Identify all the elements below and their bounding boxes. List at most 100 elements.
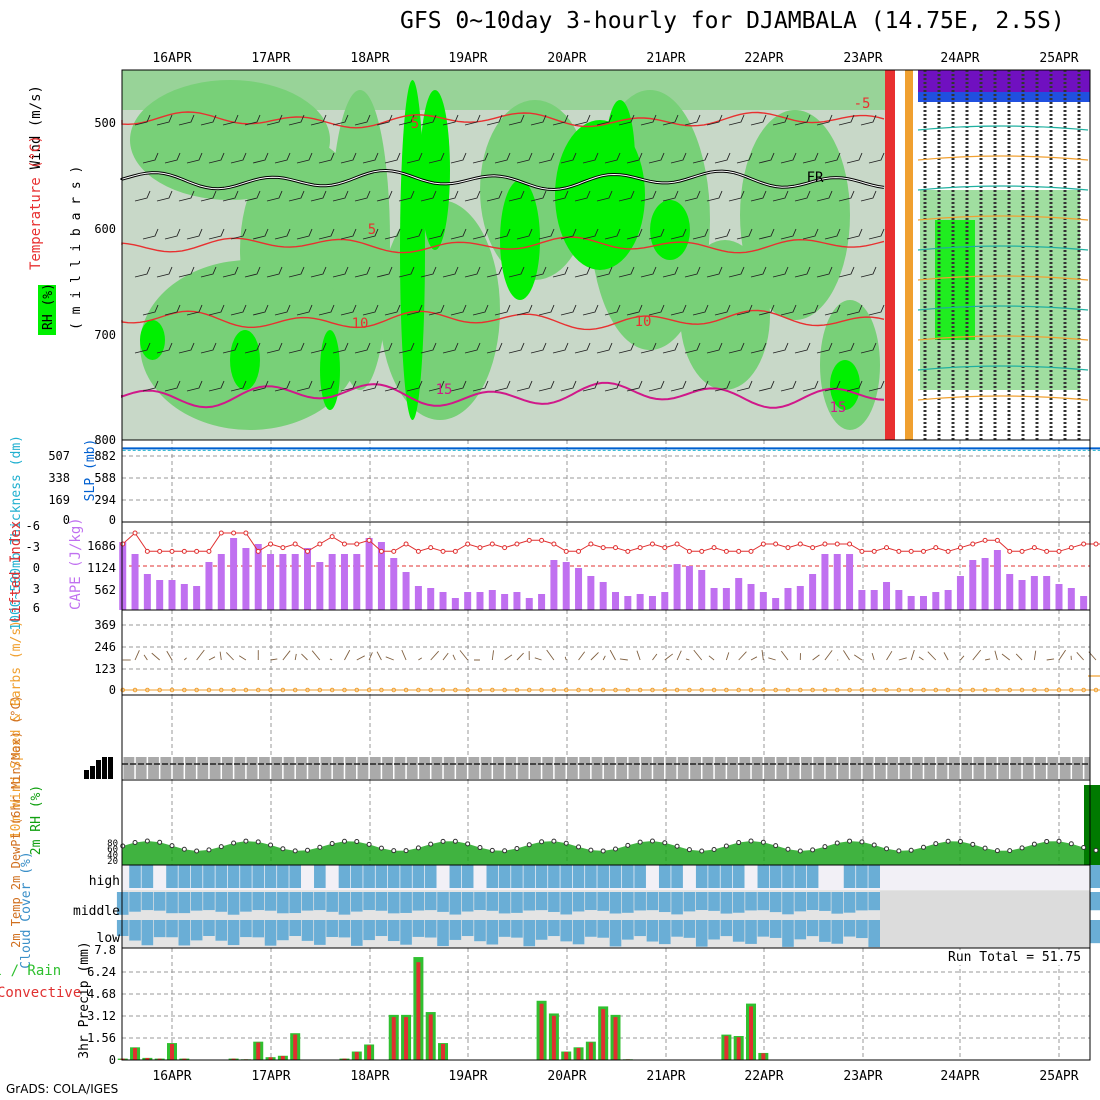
wind-barb (156, 342, 173, 354)
cloud-mid-bar (116, 892, 129, 915)
precip-conv-bar (157, 1058, 162, 1060)
li-point (292, 541, 298, 547)
wind-barb (582, 152, 599, 164)
li-point (600, 545, 606, 551)
contour-label: 5 (411, 116, 419, 132)
rh2m-point (194, 848, 200, 854)
rh2m-tick: 40 (107, 851, 118, 861)
cape-bar (427, 588, 435, 610)
temp2m-legend-bar (90, 766, 95, 779)
wind-barb-10m (401, 649, 407, 661)
wind-barb (626, 152, 643, 164)
wind-barb-10m (196, 649, 205, 661)
cape-bar (648, 596, 656, 610)
cape-bar (119, 542, 127, 610)
li-point (613, 545, 618, 551)
wind-barb (494, 380, 511, 392)
wind-barb (398, 190, 415, 202)
cape-bar (1080, 596, 1088, 610)
wind-barb (340, 228, 357, 240)
cloud-high-bar (535, 865, 548, 888)
cape-bar (698, 570, 706, 610)
wind-barb (230, 228, 247, 240)
cloud-mid-bar (769, 892, 782, 913)
wind-barb (164, 304, 181, 316)
wind-barb (200, 114, 217, 126)
wind-barb-10m (459, 650, 469, 661)
cloud-low-bar (190, 920, 203, 941)
wind-barb (428, 304, 445, 316)
cloud-mid-bar (474, 892, 486, 911)
wind-barb (486, 266, 503, 278)
rh2m-point (760, 839, 766, 845)
cape-bar (353, 554, 361, 610)
ylabel-rh2m: 2m RH (%) (29, 785, 44, 855)
cloud-high-bar (363, 865, 375, 888)
wind-barb-10m (725, 652, 730, 661)
rh2m-point (822, 844, 828, 850)
wind-barb-10m (1046, 658, 1055, 661)
wind-barb (802, 228, 819, 240)
cloud-mid-bar (597, 892, 609, 911)
rh2m-point (477, 845, 483, 851)
wind-barb (662, 342, 679, 354)
li-point (662, 545, 668, 551)
wind-barb (758, 380, 775, 392)
wind-barb (604, 152, 621, 164)
precip-conv-bar (268, 1057, 273, 1060)
rh2m-point (551, 838, 557, 844)
cloud-high-bar (597, 865, 609, 888)
cloud-mid-bar (720, 892, 733, 914)
cape-bar (451, 598, 459, 610)
wind-barb (354, 114, 371, 126)
wind-barb (362, 304, 379, 316)
wind-barb (714, 380, 731, 392)
wind-barb (552, 190, 569, 202)
rh2m-point (896, 848, 902, 854)
wind-tick: 369 (94, 618, 116, 632)
cape-bar (944, 590, 952, 610)
wind-barb (824, 152, 841, 164)
wind-barb (442, 342, 459, 354)
precip-tick: 0 (109, 1053, 116, 1067)
cloud-low-bar (129, 920, 141, 941)
cape-bar (316, 562, 324, 610)
li-point (378, 548, 384, 554)
wind-barb (450, 152, 467, 164)
wind-barb-10m (693, 649, 703, 661)
cape-bar (1018, 580, 1026, 610)
li-point (563, 548, 569, 554)
li-point (255, 548, 261, 554)
cape-bar (205, 562, 213, 610)
wind-barb (384, 380, 401, 392)
wind-barb (156, 190, 173, 202)
rh2m-point (1093, 847, 1099, 853)
cloud-high-bar (585, 865, 597, 888)
date-label-bottom: 23APR (843, 1069, 882, 1084)
wind-barb (230, 380, 247, 392)
date-label-bottom: 21APR (646, 1069, 685, 1084)
wind-barb (684, 342, 701, 354)
precip-conv-bar (613, 1017, 618, 1060)
date-label-bottom: 16APR (152, 1069, 191, 1084)
wind-barb-10m (1015, 653, 1023, 661)
wind-barb-10m (143, 654, 148, 661)
wind-barb-10m (843, 650, 850, 661)
rh2m-point (637, 839, 643, 845)
cape-tick: 562 (94, 583, 116, 597)
wind-barb (486, 342, 503, 354)
cloud-low-bar (215, 920, 228, 941)
pressure-tick: 700 (94, 328, 116, 342)
wind-barb (472, 228, 489, 240)
wind-barb (670, 228, 687, 240)
cloud-high-bar (252, 865, 265, 888)
li-point (834, 541, 840, 547)
wind-barb (860, 190, 877, 202)
rh2m-point (1019, 845, 1025, 851)
cloud-mid-bar (646, 892, 659, 911)
rh2m-point (354, 839, 360, 845)
wind-barb (868, 228, 885, 240)
rh2m-point (994, 848, 1000, 854)
wind-barb (838, 342, 855, 354)
rh2m-point (539, 839, 545, 845)
